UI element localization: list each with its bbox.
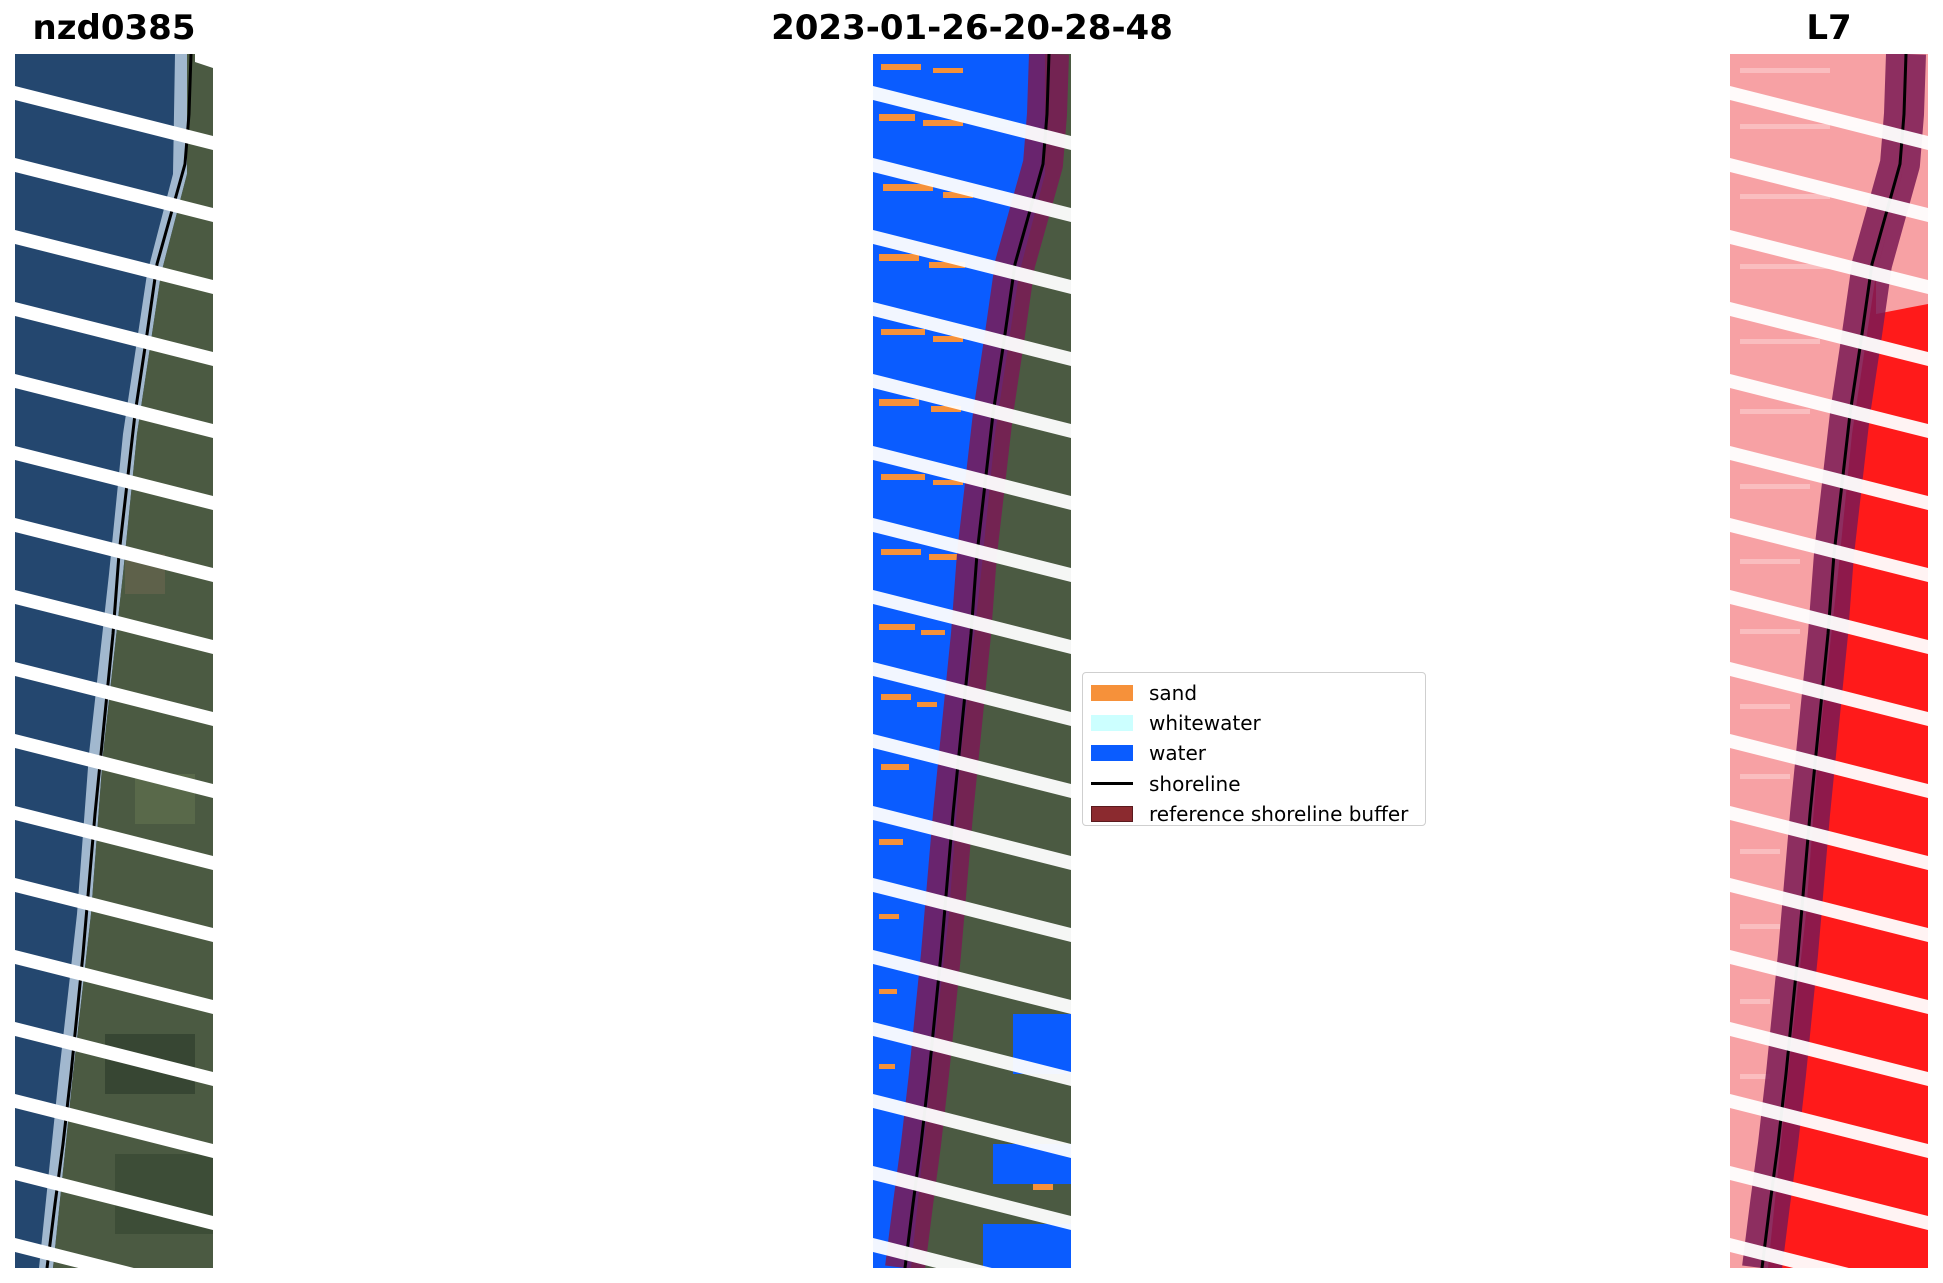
- title-left: nzd0385: [32, 8, 196, 48]
- title-center: 2023-01-26-20-28-48: [771, 8, 1173, 48]
- legend-item-sand: sand: [1091, 678, 1417, 708]
- legend-label-shoreline: shoreline: [1149, 771, 1241, 796]
- legend: sand whitewater water shoreline referenc…: [1082, 672, 1426, 826]
- legend-item-whitewater: whitewater: [1091, 708, 1417, 738]
- whitewater-swatch: [1091, 715, 1133, 732]
- water-swatch: [1091, 745, 1133, 762]
- title-right: L7: [1806, 8, 1852, 48]
- buffer-swatch: [1091, 805, 1133, 822]
- rgb-image-panel: [15, 54, 213, 1268]
- legend-item-shoreline: shoreline: [1091, 769, 1417, 799]
- index-image-panel: [1730, 54, 1928, 1268]
- legend-label-whitewater: whitewater: [1149, 711, 1261, 736]
- shoreline-line-swatch: [1091, 782, 1133, 786]
- legend-label-sand: sand: [1149, 681, 1198, 706]
- legend-label-water: water: [1149, 741, 1206, 766]
- sand-swatch: [1091, 685, 1133, 702]
- classified-image-panel: [873, 54, 1071, 1268]
- legend-item-buffer: reference shoreline buffer: [1091, 799, 1417, 829]
- legend-item-water: water: [1091, 738, 1417, 768]
- legend-label-buffer: reference shoreline buffer: [1149, 801, 1409, 826]
